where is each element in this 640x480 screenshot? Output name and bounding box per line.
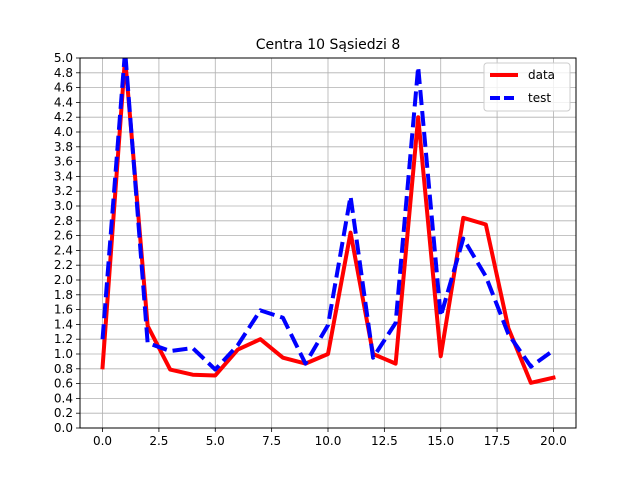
y-tick-label: 3.4 xyxy=(54,169,73,183)
x-tick-label: 17.5 xyxy=(484,434,511,448)
y-tick-label: 1.8 xyxy=(54,288,73,302)
y-tick-label: 2.0 xyxy=(54,273,73,287)
y-tick-label: 1.4 xyxy=(54,317,73,331)
chart-title: Centra 10 Sąsiedzi 8 xyxy=(256,37,401,53)
y-tick-label: 2.6 xyxy=(54,229,73,243)
legend-label-data: data xyxy=(528,68,555,82)
x-tick-label: 5.0 xyxy=(206,434,225,448)
y-tick-label: 0.6 xyxy=(54,377,73,391)
y-tick-label: 4.8 xyxy=(54,66,73,80)
y-tick-label: 4.4 xyxy=(54,95,73,109)
y-tick-label: 2.8 xyxy=(54,214,73,228)
series-line-test xyxy=(100,58,555,372)
legend-box xyxy=(483,62,571,112)
y-tick-label: 3.2 xyxy=(54,184,73,198)
x-tick-label: 15.0 xyxy=(427,434,454,448)
x-axis: 0.0 2.5 5.0 7.5 10.0 12.5 15.0 17.5 20.0 xyxy=(93,428,567,448)
y-tick-label: 0.8 xyxy=(54,362,73,376)
y-tick-label: 3.8 xyxy=(54,140,73,154)
y-tick-label: 2.2 xyxy=(54,258,73,272)
x-tick-label: 20.0 xyxy=(540,434,567,448)
y-tick-label: 0.4 xyxy=(54,391,73,405)
y-tick-label: 3.6 xyxy=(54,155,73,169)
y-tick-label: 2.4 xyxy=(54,243,73,257)
x-tick-label: 0.0 xyxy=(93,434,112,448)
y-tick-label: 4.2 xyxy=(54,110,73,124)
grid xyxy=(80,57,576,429)
legend: data test xyxy=(483,62,571,112)
y-tick-label: 0.0 xyxy=(54,421,73,435)
y-axis: 0.00.20.40.60.81.01.21.41.61.82.02.22.42… xyxy=(54,51,80,435)
y-tick-label: 5.0 xyxy=(54,51,73,65)
y-tick-label: 1.6 xyxy=(54,303,73,317)
x-tick-label: 10.0 xyxy=(315,434,342,448)
legend-label-test: test xyxy=(528,91,551,105)
y-tick-label: 4.0 xyxy=(54,125,73,139)
x-tick-label: 2.5 xyxy=(149,434,168,448)
series-line-data xyxy=(100,58,556,385)
x-tick-label: 12.5 xyxy=(371,434,398,448)
y-tick-label: 1.2 xyxy=(54,332,73,346)
y-tick-label: 3.0 xyxy=(54,199,73,213)
y-tick-label: 0.2 xyxy=(54,406,73,420)
y-tick-label: 1.0 xyxy=(54,347,73,361)
y-tick-label: 4.6 xyxy=(54,81,73,95)
x-tick-label: 7.5 xyxy=(262,434,281,448)
series-layer xyxy=(100,58,556,385)
